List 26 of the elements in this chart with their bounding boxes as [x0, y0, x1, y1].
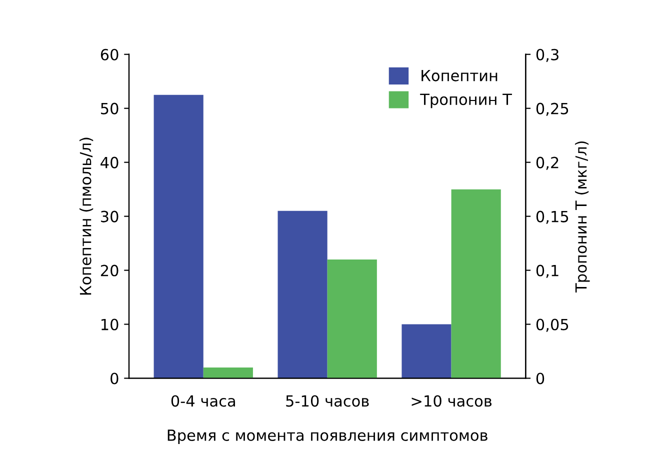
bar [402, 324, 452, 378]
y2-tick-label: 0,15 [536, 210, 568, 224]
y-tick-label: 40 [100, 156, 118, 168]
y2-tick-label: 0 [536, 372, 544, 384]
bar [451, 189, 501, 378]
y2-tick-label: 0,2 [536, 156, 558, 170]
y-axis-title: Копептин (пмоль/л) [80, 138, 94, 295]
bar [203, 367, 253, 378]
legend-label: Тропонин T [420, 94, 512, 108]
y2-tick-label: 0,25 [536, 102, 568, 116]
legend-label: Копептин [422, 70, 498, 82]
x-tick-label: 0-4 часа [171, 395, 235, 407]
y-tick-label: 50 [101, 102, 118, 114]
y-tick-label: 0 [110, 372, 118, 384]
y-tick-label: 20 [100, 264, 118, 276]
x-axis-title: Время с момента появления симптомов [168, 430, 488, 444]
bar [154, 94, 204, 378]
y-tick-label: 10 [102, 318, 118, 330]
x-tick-label: 5-10 часов [286, 395, 369, 407]
y2-tick-label: 0,3 [536, 48, 558, 62]
y2-tick-label: 0,1 [536, 264, 558, 278]
y2-tick-label: 0,05 [536, 318, 568, 332]
x-tick-label: >10 часов [412, 395, 492, 407]
y2-axis-title: Тропонин T (мкг/л) [574, 141, 590, 292]
y-tick-label: 60 [100, 48, 118, 60]
y-tick-label: 30 [101, 210, 118, 222]
